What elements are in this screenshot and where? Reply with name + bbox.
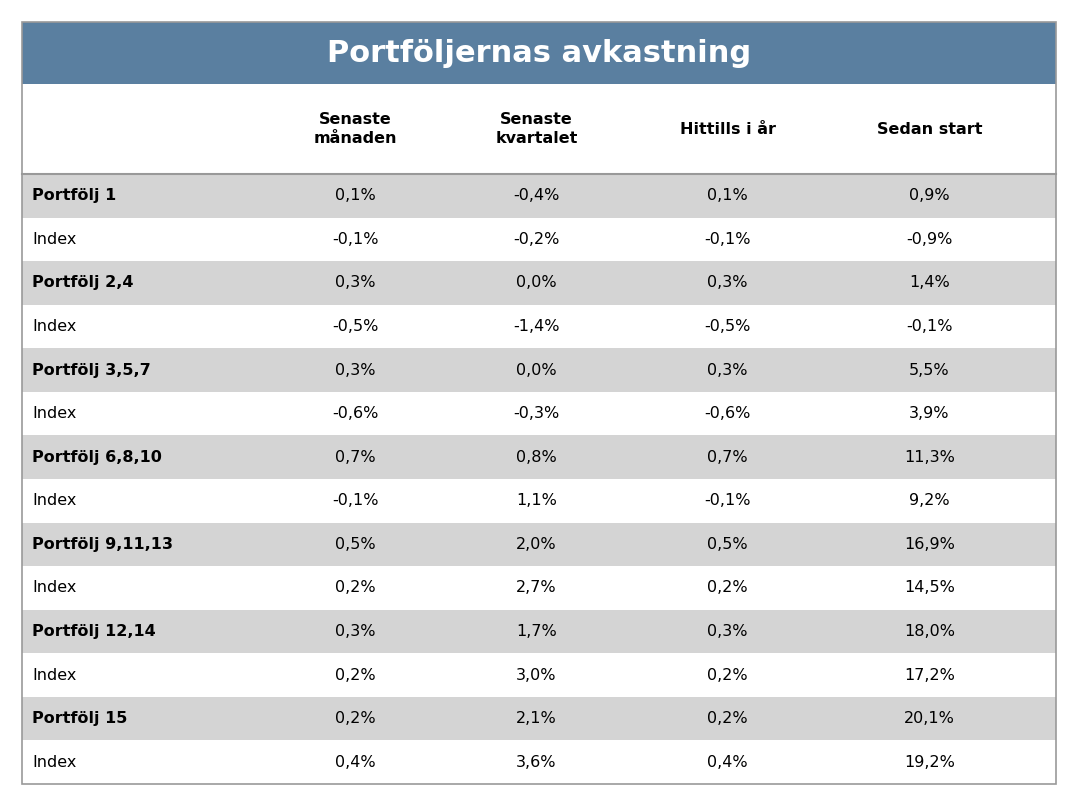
Bar (22, 566, 1056, 610)
Bar (22, 741, 1056, 784)
Text: 3,9%: 3,9% (909, 406, 950, 421)
Text: Portfölj 6,8,10: Portfölj 6,8,10 (32, 450, 162, 465)
Text: Index: Index (32, 406, 77, 421)
Bar (22, 174, 1056, 218)
Text: 3,6%: 3,6% (516, 754, 556, 770)
Text: Hittills i år: Hittills i år (680, 122, 776, 137)
Text: -0,1%: -0,1% (704, 232, 751, 247)
Text: 1,1%: 1,1% (516, 494, 557, 508)
Text: Index: Index (32, 754, 77, 770)
Text: 0,3%: 0,3% (335, 362, 376, 378)
Text: 0,2%: 0,2% (335, 581, 376, 595)
Text: 2,1%: 2,1% (516, 711, 557, 726)
Bar (22, 435, 1056, 479)
Bar (22, 654, 1056, 697)
Text: -0,5%: -0,5% (705, 319, 751, 334)
Text: 16,9%: 16,9% (903, 537, 955, 552)
Text: 0,7%: 0,7% (335, 450, 376, 465)
Text: 0,1%: 0,1% (335, 188, 376, 203)
Text: 0,5%: 0,5% (707, 537, 748, 552)
Text: Portfölj 9,11,13: Portfölj 9,11,13 (32, 537, 172, 552)
Text: -0,6%: -0,6% (705, 406, 751, 421)
Text: 0,1%: 0,1% (707, 188, 748, 203)
Text: Senaste
kvartalet: Senaste kvartalet (495, 111, 578, 146)
Text: Sedan start: Sedan start (876, 122, 982, 137)
Bar (22, 392, 1056, 435)
Text: 0,3%: 0,3% (707, 362, 748, 378)
Text: -0,5%: -0,5% (332, 319, 378, 334)
Text: -0,1%: -0,1% (704, 494, 751, 508)
Text: Portfölj 3,5,7: Portfölj 3,5,7 (32, 362, 151, 378)
Text: -0,9%: -0,9% (907, 232, 953, 247)
Bar (22, 697, 1056, 741)
Text: 2,7%: 2,7% (516, 581, 556, 595)
Text: -0,2%: -0,2% (513, 232, 559, 247)
Text: Senaste
månaden: Senaste månaden (314, 111, 397, 146)
Text: 0,0%: 0,0% (516, 275, 556, 290)
Text: Portfölj 2,4: Portfölj 2,4 (32, 275, 134, 290)
Text: 3,0%: 3,0% (516, 667, 556, 682)
Text: -0,6%: -0,6% (332, 406, 378, 421)
Text: 0,4%: 0,4% (335, 754, 376, 770)
Text: Index: Index (32, 232, 77, 247)
Text: -1,4%: -1,4% (513, 319, 559, 334)
Text: 11,3%: 11,3% (903, 450, 955, 465)
Bar (22, 305, 1056, 348)
Text: 5,5%: 5,5% (909, 362, 950, 378)
Text: Index: Index (32, 667, 77, 682)
Text: 0,2%: 0,2% (335, 711, 376, 726)
Text: Portfölj 15: Portfölj 15 (32, 711, 127, 726)
Text: -0,1%: -0,1% (332, 232, 378, 247)
Text: 0,3%: 0,3% (335, 275, 376, 290)
Text: 0,7%: 0,7% (707, 450, 748, 465)
Text: 0,2%: 0,2% (335, 667, 376, 682)
Text: Portföljernas avkastning: Portföljernas avkastning (327, 38, 751, 67)
Text: -0,4%: -0,4% (513, 188, 559, 203)
Bar (22, 610, 1056, 654)
Text: 19,2%: 19,2% (903, 754, 955, 770)
Bar (22, 348, 1056, 392)
Text: 0,2%: 0,2% (707, 711, 748, 726)
Text: -0,1%: -0,1% (332, 494, 378, 508)
Bar (22, 84, 1056, 174)
Text: 0,3%: 0,3% (335, 624, 376, 639)
Text: 9,2%: 9,2% (909, 494, 950, 508)
Text: 0,3%: 0,3% (707, 624, 748, 639)
Text: 0,3%: 0,3% (707, 275, 748, 290)
Bar (22, 22, 1056, 84)
Text: 0,0%: 0,0% (516, 362, 556, 378)
Text: 0,9%: 0,9% (909, 188, 950, 203)
Text: -0,3%: -0,3% (513, 406, 559, 421)
Text: 14,5%: 14,5% (903, 581, 955, 595)
Text: Portfölj 1: Portfölj 1 (32, 188, 116, 203)
Text: 0,5%: 0,5% (335, 537, 376, 552)
Text: 0,2%: 0,2% (707, 667, 748, 682)
Text: 18,0%: 18,0% (903, 624, 955, 639)
Bar (22, 218, 1056, 261)
Bar (22, 522, 1056, 566)
Text: 1,4%: 1,4% (909, 275, 950, 290)
Bar (22, 261, 1056, 305)
Text: 2,0%: 2,0% (516, 537, 556, 552)
Text: 1,7%: 1,7% (516, 624, 557, 639)
Text: Index: Index (32, 319, 77, 334)
Bar (22, 479, 1056, 522)
Text: 0,4%: 0,4% (707, 754, 748, 770)
Text: 0,8%: 0,8% (516, 450, 557, 465)
Text: 17,2%: 17,2% (903, 667, 955, 682)
Text: 0,2%: 0,2% (707, 581, 748, 595)
Text: 20,1%: 20,1% (903, 711, 955, 726)
Text: Index: Index (32, 494, 77, 508)
Text: Index: Index (32, 581, 77, 595)
Text: -0,1%: -0,1% (907, 319, 953, 334)
Text: Portfölj 12,14: Portfölj 12,14 (32, 624, 155, 639)
